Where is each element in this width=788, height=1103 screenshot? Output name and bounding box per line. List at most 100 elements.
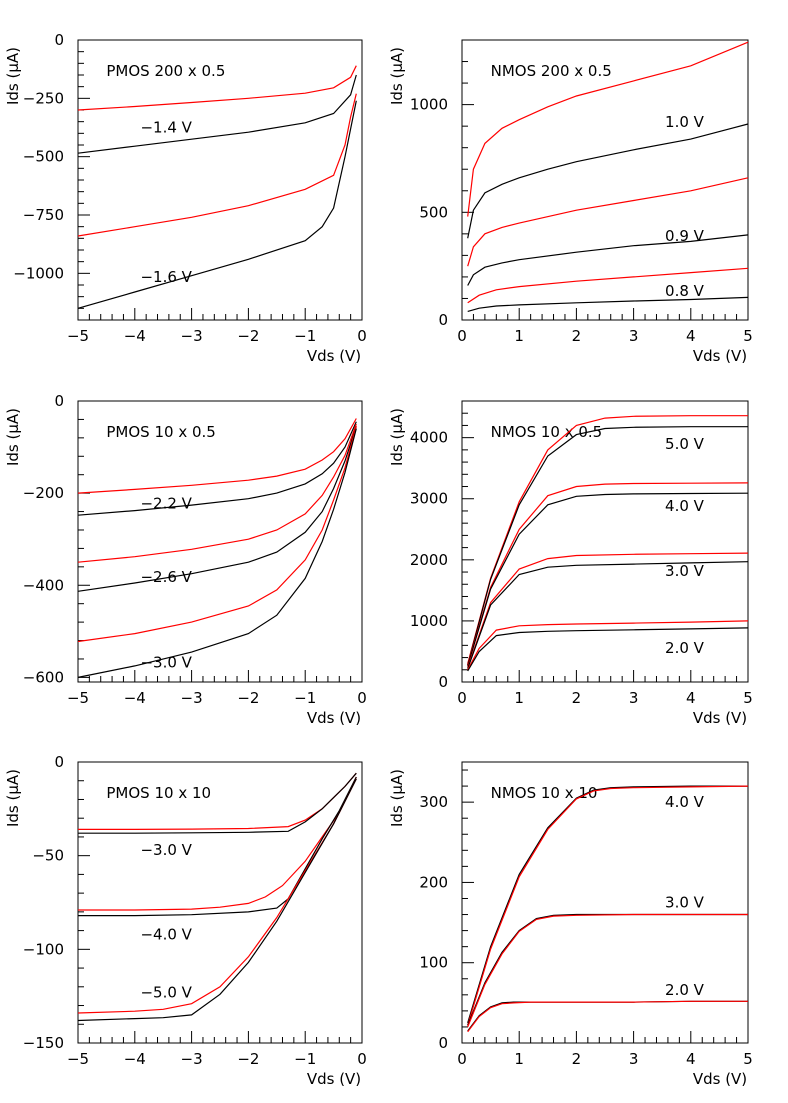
chart-title: NMOS 10 x 10: [491, 784, 598, 802]
chart-title: PMOS 200 x 0.5: [106, 62, 225, 80]
x-tick-label: 3: [629, 689, 639, 707]
x-axis-label: Vds (V): [307, 709, 361, 727]
plot-frame: [461, 39, 749, 321]
gate-voltage-label: −1.4 V: [140, 119, 192, 137]
x-tick-label: 2: [572, 689, 582, 707]
y-tick-label: −600: [23, 668, 64, 686]
y-axis-label: Ids (μA): [4, 408, 22, 466]
gate-voltage-label: 4.0 V: [665, 793, 705, 811]
series-line-black-6: [467, 561, 749, 669]
gate-voltage-label: −3.0 V: [140, 654, 192, 672]
y-tick-label: −200: [23, 484, 64, 502]
x-tick-label: 5: [743, 689, 753, 707]
series-line-black-2: [467, 123, 749, 239]
plot-frame: [461, 761, 749, 1044]
x-tick-label: −1: [294, 327, 316, 345]
gate-voltage-label: −4.0 V: [140, 925, 192, 943]
x-axis-label: Vds (V): [693, 347, 747, 365]
x-tick-label: 0: [457, 689, 467, 707]
gate-voltage-label: −3.0 V: [140, 841, 192, 859]
x-axis-label: Vds (V): [693, 709, 747, 727]
x-tick-label: 4: [686, 689, 696, 707]
gate-voltage-label: −1.6 V: [140, 268, 192, 286]
series-line-black-6: [77, 778, 357, 1022]
y-tick-label: −400: [23, 576, 64, 594]
series-line-red-3: [467, 482, 749, 666]
y-tick-label: 0: [54, 753, 64, 771]
x-tick-label: −5: [67, 1050, 89, 1068]
y-tick-label: 2000: [410, 551, 448, 569]
x-tick-label: 1: [514, 327, 524, 345]
gate-voltage-label: 0.9 V: [665, 227, 705, 245]
x-axis-label: Vds (V): [307, 1070, 361, 1088]
series-line-black-2: [77, 421, 357, 516]
y-tick-label: 200: [419, 873, 448, 891]
series-line-red-7: [467, 620, 749, 671]
plot-frame: [461, 400, 749, 683]
gate-voltage-label: 3.0 V: [665, 562, 705, 580]
gate-voltage-label: −2.6 V: [140, 568, 192, 586]
series-line-black-4: [467, 492, 749, 667]
x-tick-label: −5: [67, 689, 89, 707]
x-tick-label: −5: [67, 327, 89, 345]
x-tick-label: −1: [294, 1050, 316, 1068]
chart-panel-3: −5 −4 −3 −2 −1 0 −600 −400 −200 0 Vds (V) Ids (μA) P…: [4, 392, 367, 727]
x-axis-label: Vds (V): [693, 1070, 747, 1088]
series-line-red-1: [77, 65, 357, 111]
y-axis-label: Ids (μA): [388, 47, 406, 105]
y-tick-label: 300: [419, 793, 448, 811]
y-axis-label: Ids (μA): [4, 769, 22, 827]
chart-title: PMOS 10 x 0.5: [106, 423, 215, 441]
y-tick-label: 0: [438, 1034, 448, 1052]
series-line-red-1: [467, 415, 748, 664]
series-line-red-3: [77, 93, 357, 237]
chart-title: NMOS 10 x 0.5: [491, 423, 603, 441]
x-tick-label: 3: [629, 327, 639, 345]
gate-voltage-label: 5.0 V: [665, 435, 705, 453]
gate-voltage-label: 4.0 V: [665, 497, 705, 515]
series-line-black-3: [467, 913, 748, 1026]
y-axis-label: Ids (μA): [388, 769, 406, 827]
x-tick-label: −4: [124, 327, 146, 345]
x-tick-label: 1: [514, 689, 524, 707]
series-line-black-4: [467, 234, 749, 286]
x-tick-label: 4: [686, 327, 696, 345]
series-line-red-2: [467, 785, 749, 1026]
series-line-red-5: [467, 267, 749, 304]
gate-voltage-label: −2.2 V: [140, 494, 192, 512]
series-line-black-2: [77, 74, 357, 154]
y-tick-label: 0: [438, 311, 448, 329]
x-tick-label: 2: [572, 1050, 582, 1068]
gate-voltage-label: 0.8 V: [665, 282, 705, 300]
y-tick-label: −150: [23, 1034, 64, 1052]
series-line-red-3: [467, 177, 749, 267]
y-axis-label: Ids (μA): [388, 408, 406, 466]
chart-panel-5: −5 −4 −3 −2 −1 0 −150 −100 −50 0 Vds (V) Ids (μA) PM…: [4, 753, 367, 1088]
series-line-black-2: [467, 426, 748, 666]
x-tick-label: 0: [457, 327, 467, 345]
y-tick-label: −250: [23, 89, 64, 107]
x-tick-label: −4: [124, 689, 146, 707]
series-line-red-4: [467, 913, 748, 1028]
x-tick-label: −3: [181, 327, 203, 345]
y-tick-label: −500: [23, 148, 64, 166]
gate-voltage-label: 1.0 V: [665, 113, 705, 131]
y-tick-label: 3000: [410, 490, 448, 508]
x-tick-label: −3: [181, 689, 203, 707]
chart-title: PMOS 10 x 10: [106, 784, 211, 802]
y-tick-label: 100: [419, 954, 448, 972]
x-tick-label: −2: [237, 1050, 259, 1068]
y-tick-label: 0: [438, 673, 448, 691]
gate-voltage-label: 2.0 V: [665, 639, 705, 657]
x-tick-label: 0: [357, 689, 367, 707]
x-tick-label: 0: [357, 327, 367, 345]
y-tick-label: −750: [23, 206, 64, 224]
series-line-black-6: [467, 296, 749, 312]
plot-frame: [77, 400, 363, 683]
series-line-red-5: [467, 552, 749, 668]
x-tick-label: 0: [357, 1050, 367, 1068]
y-tick-label: 0: [54, 392, 64, 410]
x-tick-label: 4: [686, 1050, 696, 1068]
chart-panel-6: 0 1 2 3 4 5 0 100 200 300 Vds (V) Ids (μA) NMOS 10 x…: [388, 761, 753, 1088]
